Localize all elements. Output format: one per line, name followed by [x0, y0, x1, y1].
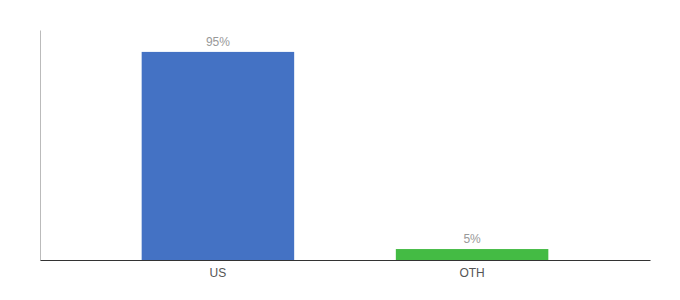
data-label: 5%: [463, 232, 481, 246]
y-axis-line: [40, 31, 41, 261]
x-tick-label: US: [210, 266, 227, 280]
bar: [396, 249, 549, 260]
bars: [142, 52, 549, 260]
data-labels: 95% 5%: [206, 35, 481, 246]
x-axis-line: [41, 260, 651, 261]
x-tick: US: [210, 266, 227, 280]
data-label: 95%: [206, 35, 230, 49]
chart: US OTH 95% 5%: [0, 0, 680, 300]
x-axis: US OTH: [41, 261, 651, 280]
x-tick-label: OTH: [459, 266, 484, 280]
plot: US OTH 95% 5%: [41, 31, 651, 280]
x-tick: OTH: [459, 266, 484, 280]
y-axis: [40, 31, 41, 261]
bar: [142, 52, 295, 260]
